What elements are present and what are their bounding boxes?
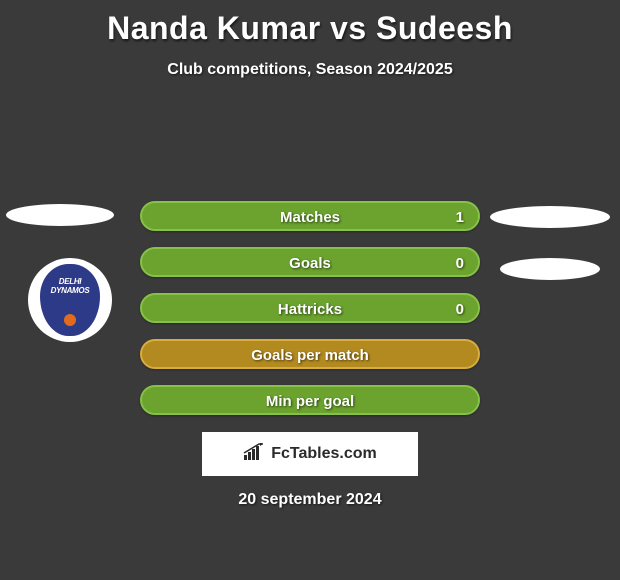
stat-bar: Goals0: [140, 247, 480, 277]
stat-bar: Min per goal: [140, 385, 480, 415]
player-left-ellipse: [6, 204, 114, 226]
player-right-ellipse-1: [490, 206, 610, 228]
page-title: Nanda Kumar vs Sudeesh: [0, 0, 620, 47]
stat-bar-value: 1: [456, 203, 464, 233]
source-box: FcTables.com: [202, 432, 418, 476]
player-left-avatar: DELHI DYNAMOS: [28, 258, 112, 342]
stat-bar-value: 0: [456, 295, 464, 325]
club-badge: DELHI DYNAMOS: [40, 264, 100, 336]
club-badge-text-1: DELHI: [59, 278, 82, 286]
stat-bar-label: Matches: [142, 203, 478, 233]
source-label: FcTables.com: [271, 445, 377, 463]
chart-icon: [243, 443, 265, 466]
stat-bar-label: Min per goal: [142, 387, 478, 417]
stat-bar-label: Hattricks: [142, 295, 478, 325]
club-badge-ball-icon: [64, 314, 76, 326]
stat-bar: Matches1: [140, 201, 480, 231]
stat-bar-value: 0: [456, 249, 464, 279]
stat-bar-label: Goals: [142, 249, 478, 279]
club-badge-text-2: DYNAMOS: [51, 287, 90, 295]
stat-bar: Hattricks0: [140, 293, 480, 323]
stat-bar-label: Goals per match: [142, 341, 478, 371]
player-right-ellipse-2: [500, 258, 600, 280]
stat-bars: Matches1Goals0Hattricks0Goals per matchM…: [140, 201, 480, 431]
stat-bar: Goals per match: [140, 339, 480, 369]
date-text: 20 september 2024: [0, 491, 620, 509]
page-subtitle: Club competitions, Season 2024/2025: [0, 61, 620, 79]
